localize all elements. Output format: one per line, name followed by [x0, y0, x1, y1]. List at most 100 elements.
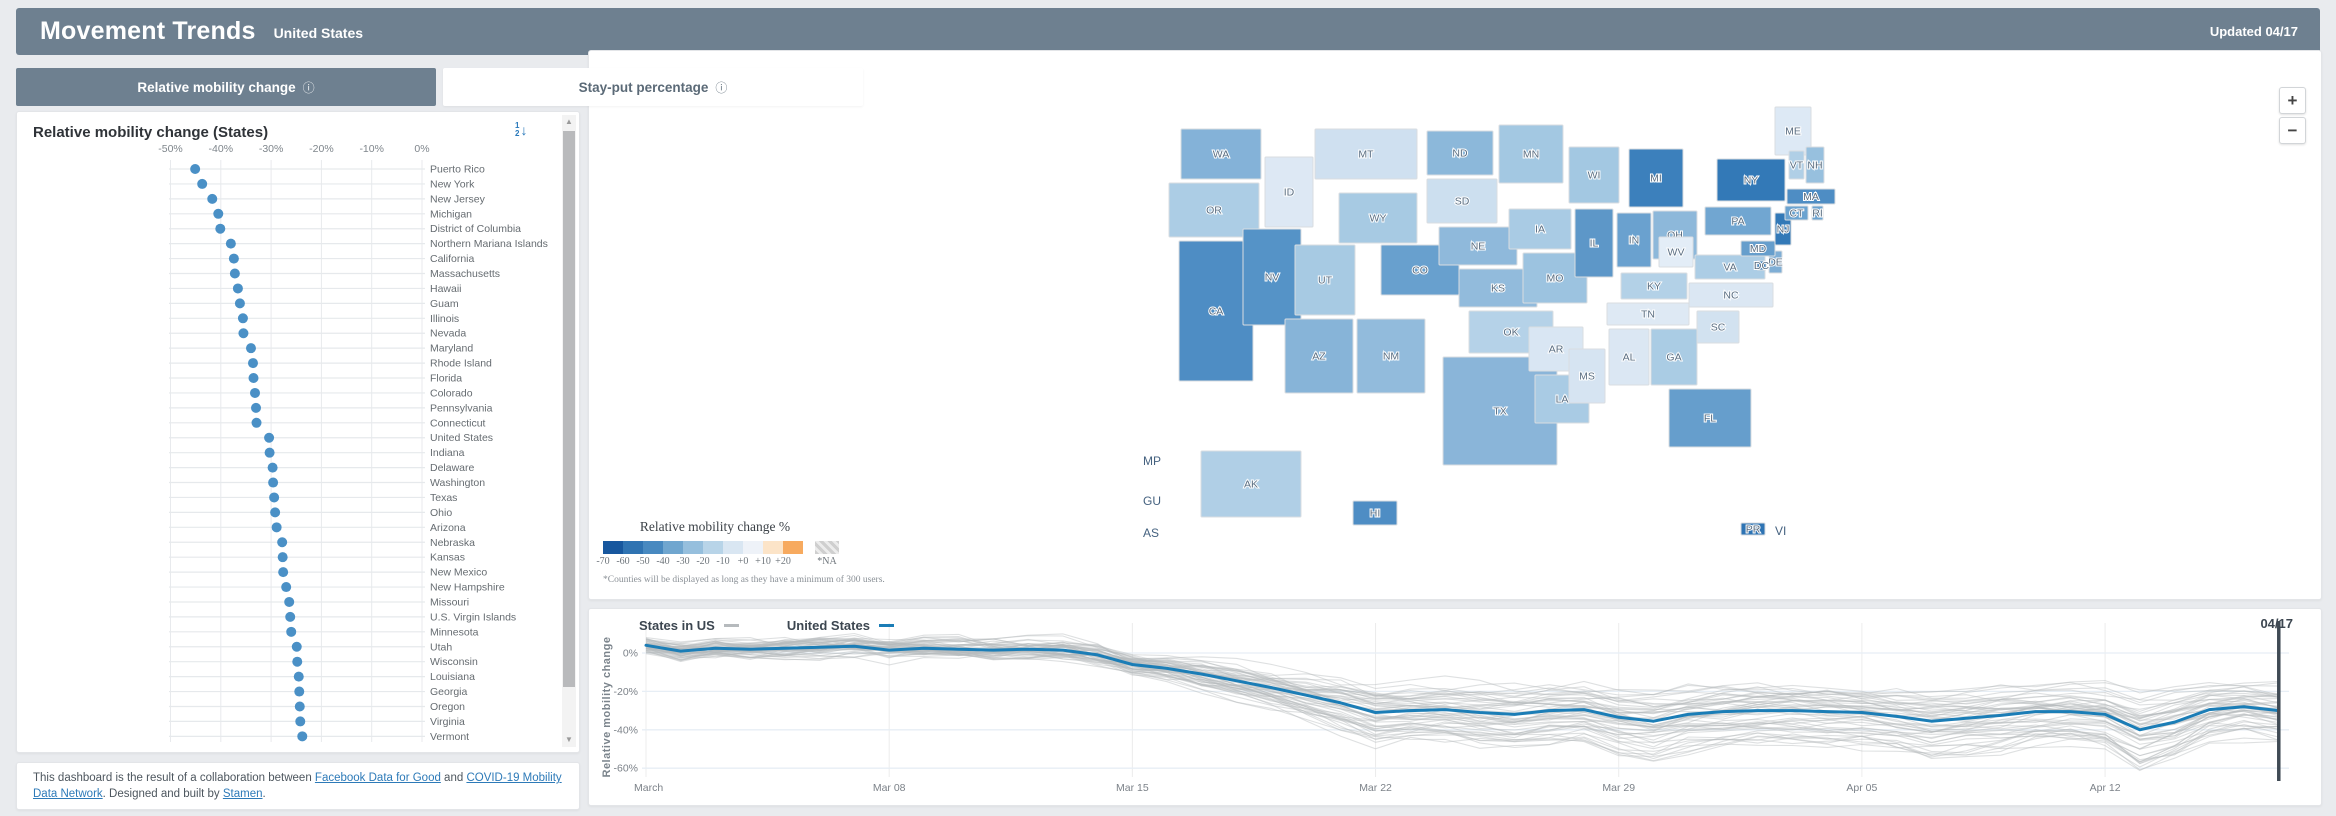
us-line[interactable] [644, 643, 2281, 732]
state-dot[interactable] [277, 537, 288, 548]
map-zoom-out-button[interactable]: − [2279, 117, 2306, 144]
state-tile-DC[interactable] [1756, 260, 1767, 271]
state-line[interactable] [645, 641, 2279, 712]
state-line[interactable] [645, 648, 2279, 726]
state-tile-ND[interactable] [1426, 130, 1494, 176]
state-tile-NM[interactable] [1356, 318, 1426, 394]
state-dot[interactable] [291, 641, 302, 652]
state-line[interactable] [645, 640, 2279, 763]
state-line[interactable] [645, 632, 2279, 750]
legend-us-label[interactable]: United States [786, 618, 870, 633]
state-tile-SD[interactable] [1426, 178, 1498, 224]
link-facebook-data-for-good[interactable]: Facebook Data for Good [314, 772, 441, 784]
state-dot[interactable] [294, 701, 305, 712]
state-line[interactable] [645, 637, 2279, 723]
state-line[interactable] [645, 641, 2279, 764]
state-dot[interactable] [245, 343, 256, 354]
state-dot[interactable] [269, 492, 280, 503]
state-tile-CT[interactable] [1784, 205, 1809, 221]
state-line[interactable] [645, 639, 2279, 719]
state-dot[interactable] [215, 223, 226, 234]
state-tile-ID[interactable] [1264, 156, 1314, 228]
state-tile-GA[interactable] [1650, 328, 1698, 386]
state-tile-MD[interactable] [1740, 240, 1776, 257]
state-tile-WI[interactable] [1568, 146, 1620, 204]
state-tile-UT[interactable] [1294, 244, 1356, 316]
state-dot[interactable] [278, 567, 289, 578]
state-dot[interactable] [271, 522, 282, 533]
state-line[interactable] [645, 649, 2279, 731]
state-line[interactable] [645, 644, 2279, 750]
state-dot[interactable] [281, 582, 292, 593]
state-dot[interactable] [294, 686, 305, 697]
state-dot[interactable] [248, 373, 259, 384]
state-line[interactable] [645, 633, 2279, 772]
state-dot[interactable] [251, 402, 262, 413]
state-tile-NY[interactable] [1716, 158, 1786, 202]
scrollbar-thumb[interactable] [563, 131, 575, 687]
state-tile-MA[interactable] [1786, 188, 1836, 205]
state-tile-VT[interactable] [1788, 150, 1805, 180]
state-dot[interactable] [234, 298, 245, 309]
state-dot[interactable] [207, 193, 218, 204]
state-tile-FL[interactable] [1668, 388, 1752, 448]
state-tile-KY[interactable] [1620, 272, 1688, 300]
state-dot[interactable] [295, 716, 306, 727]
state-line[interactable] [645, 649, 2279, 730]
state-tile-IL[interactable] [1574, 208, 1614, 278]
state-dot[interactable] [277, 552, 288, 563]
state-line[interactable] [645, 641, 2279, 738]
state-tile-WY[interactable] [1338, 192, 1418, 244]
state-dot[interactable] [190, 164, 201, 174]
state-line[interactable] [645, 638, 2279, 740]
state-dot[interactable] [229, 268, 240, 279]
state-line[interactable] [645, 638, 2279, 719]
link-stamen[interactable]: Stamen [222, 787, 263, 800]
state-tile-MI[interactable] [1628, 148, 1684, 208]
state-dot[interactable] [267, 462, 278, 473]
state-line[interactable] [645, 638, 2279, 725]
state-line[interactable] [645, 642, 2279, 710]
state-line[interactable] [645, 637, 2279, 745]
state-tile-MT[interactable] [1314, 128, 1418, 180]
state-tile-RI[interactable] [1811, 205, 1824, 221]
state-dot[interactable] [286, 626, 297, 637]
state-tile-AL[interactable] [1608, 328, 1650, 386]
state-tile-MO[interactable] [1522, 252, 1588, 304]
state-tile-PR[interactable] [1740, 522, 1766, 536]
state-line[interactable] [645, 639, 2279, 700]
scroll-up-icon[interactable]: ▲ [565, 117, 573, 126]
state-dot[interactable] [264, 447, 275, 458]
state-line[interactable] [645, 648, 2279, 719]
state-line[interactable] [645, 641, 2279, 742]
state-tile-TN[interactable] [1606, 302, 1690, 326]
state-dot[interactable] [197, 178, 208, 189]
tab-stay-put-percentage[interactable]: Stay-put percentage ⓘ [443, 68, 863, 106]
state-line[interactable] [645, 641, 2279, 740]
state-tile-NH[interactable] [1805, 146, 1825, 184]
link-covid19-mobility-data-network[interactable]: COVID-19 Mobility Data Network [33, 772, 562, 800]
state-line[interactable] [645, 637, 2279, 763]
state-tile-HI[interactable] [1352, 500, 1398, 526]
state-dot[interactable] [297, 731, 308, 742]
state-tile-WA[interactable] [1180, 128, 1262, 180]
state-dot[interactable] [237, 313, 248, 324]
state-tile-NJ[interactable] [1774, 212, 1792, 246]
state-line[interactable] [645, 642, 2279, 750]
state-dot[interactable] [225, 238, 236, 249]
state-dot[interactable] [264, 432, 275, 443]
state-dot[interactable] [293, 671, 304, 682]
state-tile-PA[interactable] [1704, 206, 1772, 236]
tab-relative-mobility-change[interactable]: Relative mobility change ⓘ [16, 68, 436, 106]
state-dot[interactable] [251, 417, 262, 428]
numeric-sort-icon[interactable]: 1 2 ↓ [515, 122, 527, 139]
state-dot[interactable] [238, 328, 249, 339]
state-line[interactable] [645, 639, 2279, 718]
state-line[interactable] [645, 638, 2279, 741]
map-zoom-in-button[interactable]: + [2279, 87, 2306, 114]
state-line[interactable] [645, 639, 2279, 757]
state-tile-AZ[interactable] [1284, 318, 1354, 394]
state-line[interactable] [645, 643, 2279, 720]
state-line[interactable] [645, 643, 2279, 715]
state-tile-NC[interactable] [1688, 282, 1774, 308]
